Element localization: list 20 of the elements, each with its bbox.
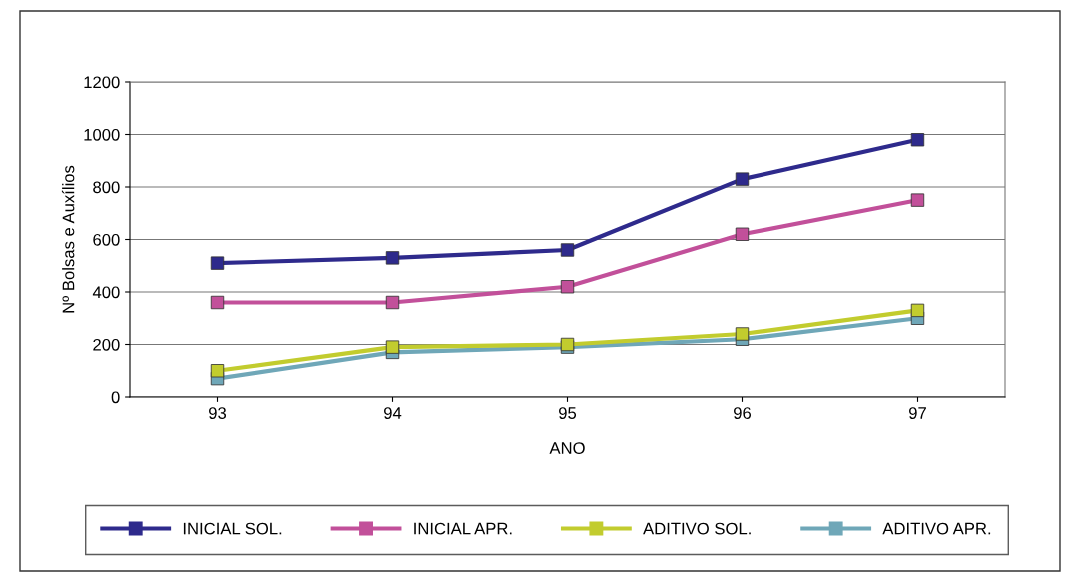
legend-label: INICIAL SOL. [183,522,282,535]
y-tick-label: 600 [93,233,120,246]
x-tick-label: 94 [384,407,402,419]
y-tick-label: 200 [93,338,120,351]
legend-label: ADITIVO APR. [882,522,991,535]
x-tick-label: 95 [559,407,577,419]
x-tick-label: 96 [734,407,752,419]
legend-label: INICIAL APR. [414,522,512,535]
y-axis-title: Nº Bolsas e Auxílios [61,165,75,313]
point [210,295,225,310]
x-axis-title: ANO [549,442,585,454]
point [385,295,400,310]
legend-label: ADITIVO SOL. [643,522,751,535]
y-tick-label: 800 [93,181,120,194]
x-tick-label: 97 [909,407,926,419]
y-tick-label: 1200 [84,76,120,89]
y-tick-label: 1000 [84,128,120,141]
y-tick-label: 0 [111,391,120,404]
y-tick-label: 400 [92,286,120,299]
x-tick-label: 93 [209,407,227,419]
